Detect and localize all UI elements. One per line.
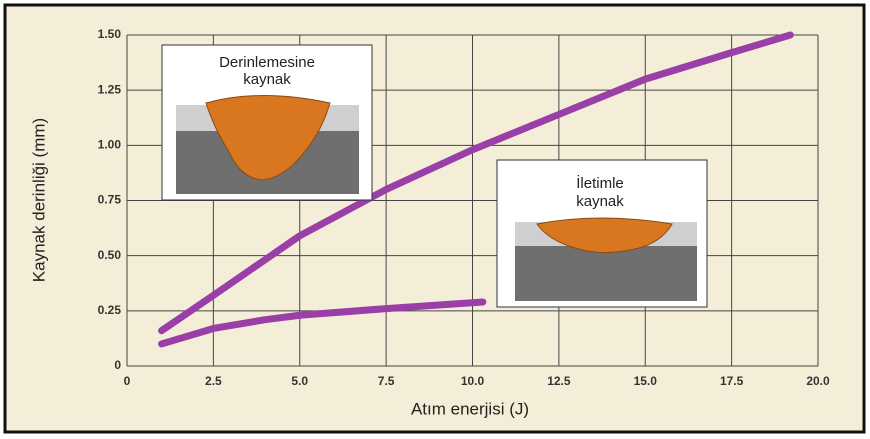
page: {"chart_data": {"type": "line", "x_label…	[0, 0, 870, 439]
y-tick-label: 1.00	[98, 138, 122, 152]
x-tick-label: 5.0	[291, 374, 308, 388]
x-tick-label: 2.5	[205, 374, 222, 388]
inset-plate	[515, 246, 697, 301]
x-tick-label: 10.0	[461, 374, 485, 388]
x-tick-label: 20.0	[806, 374, 830, 388]
x-tick-label: 0	[124, 374, 131, 388]
y-tick-label: 0.75	[98, 193, 122, 207]
y-tick-label: 1.25	[98, 82, 122, 96]
annotation: Derinlemesine	[219, 54, 315, 71]
y-tick-label: 1.50	[98, 27, 122, 41]
y-tick-label: 0	[114, 358, 121, 372]
y-tick-label: 0.50	[98, 248, 122, 262]
x-tick-label: 7.5	[378, 374, 395, 388]
annotation: kaynak	[243, 71, 291, 88]
annotation: kaynak	[576, 193, 624, 210]
y-axis-label: Kaynak derinliği (mm)	[29, 118, 48, 282]
x-tick-label: 17.5	[720, 374, 744, 388]
inset-deep: Derinlemesine kaynak	[162, 45, 372, 200]
x-tick-label: 15.0	[634, 374, 658, 388]
x-axis-label: Atım enerjisi (J)	[411, 399, 529, 418]
chart: 0 2.5 5.0 7.5 10.0 12.5 15.0 17.5 20.0 0 0.25 0.50 0…	[0, 0, 870, 439]
annotation: İletimle	[576, 174, 624, 192]
x-tick-label: 12.5	[547, 374, 571, 388]
inset-conduction: İletimle kaynak	[497, 160, 707, 307]
frame	[5, 5, 864, 432]
y-tick-label: 0.25	[98, 303, 122, 317]
